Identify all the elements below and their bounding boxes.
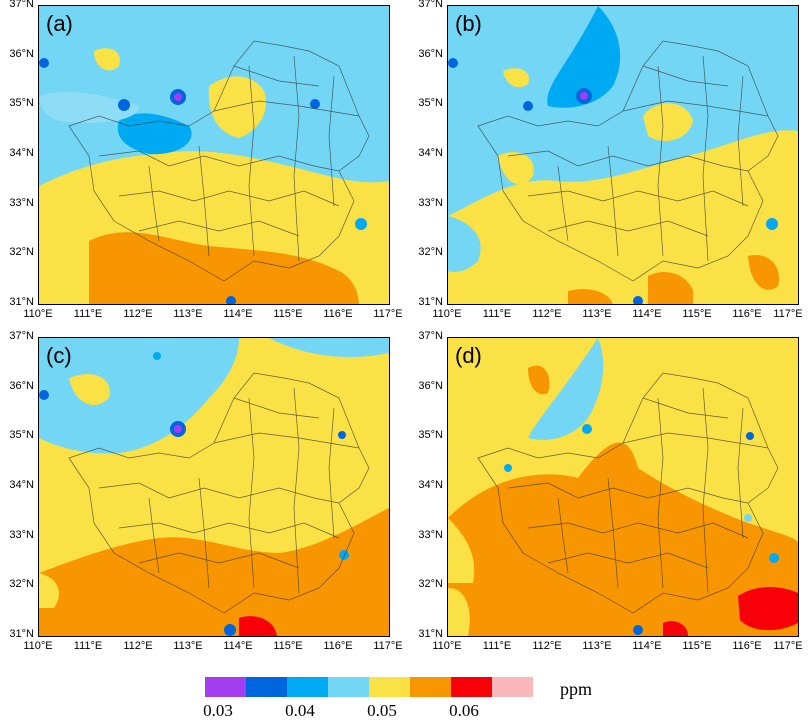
lon-tick-label: 110°E — [432, 640, 462, 652]
lat-tick-label: 34°N — [418, 147, 443, 159]
lat-tick-label: 35°N — [9, 97, 34, 110]
lat-tick-label: 37°N — [9, 0, 34, 10]
panel-label-d: (d) — [455, 343, 482, 368]
map-panel-d: (d) — [447, 337, 799, 637]
colorbar-swatch-2 — [287, 677, 328, 697]
lon-tick-label: 116°E — [732, 308, 762, 320]
lat-tick-label: 32°N — [418, 578, 443, 591]
lon-tick-label: 116°E — [732, 640, 762, 652]
lon-tick-label: 113°E — [173, 640, 203, 652]
lat-tick-label: 37°N — [418, 0, 443, 10]
lat-tick-label: 33°N — [418, 528, 443, 541]
colorbar-swatch-1 — [246, 677, 287, 697]
lon-tick-label: 117°E — [773, 640, 803, 652]
lon-tick-label: 115°E — [273, 308, 303, 320]
lat-tick-label: 35°N — [418, 429, 443, 442]
lon-tick-label: 115°E — [273, 640, 303, 652]
map-panel-b: (b) — [447, 5, 799, 305]
lon-tick-label: 114°E — [632, 640, 662, 652]
panel-label-c: (c) — [46, 343, 72, 368]
map-d — [448, 338, 798, 636]
lat-tick-label: 33°N — [418, 196, 443, 209]
lon-tick-label: 114°E — [223, 640, 253, 652]
lat-tick-label: 33°N — [9, 528, 34, 541]
lon-tick-label: 112°E — [532, 640, 562, 652]
lat-tick-label: 34°N — [9, 147, 34, 159]
lat-tick-label: 34°N — [418, 479, 443, 491]
lon-tick-label: 111°E — [482, 640, 512, 652]
lon-tick-label: 113°E — [173, 308, 203, 320]
colorbar — [205, 677, 533, 697]
lat-tick-label: 31°N — [418, 296, 443, 308]
lon-tick-label: 114°E — [632, 308, 662, 320]
lon-tick-label: 114°E — [223, 308, 253, 320]
colorbar-units: ppm — [560, 679, 593, 699]
lat-tick-label: 31°N — [418, 628, 443, 640]
lon-tick-label: 116°E — [323, 640, 353, 652]
colorbar-label-0: 0.03 — [203, 701, 233, 720]
lat-tick-label: 32°N — [9, 246, 34, 259]
lat-tick-label: 34°N — [9, 479, 34, 491]
map-panel-c: (c) — [38, 337, 390, 637]
colorbar-swatch-3 — [328, 677, 369, 697]
panel-label-a: (a) — [46, 11, 73, 36]
colorbar-swatch-5 — [410, 677, 451, 697]
map-c — [39, 338, 389, 636]
lon-tick-label: 112°E — [123, 640, 153, 652]
lon-tick-label: 113°E — [582, 308, 612, 320]
lon-tick-label: 117°E — [773, 308, 803, 320]
lon-tick-label: 117°E — [373, 308, 403, 320]
lat-tick-label: 31°N — [9, 628, 34, 640]
colorbar-swatch-6 — [451, 677, 492, 697]
lon-tick-label: 115°E — [682, 640, 712, 652]
lon-tick-label: 110°E — [23, 308, 53, 320]
colorbar-swatch-0 — [205, 677, 246, 697]
lon-tick-label: 110°E — [432, 308, 462, 320]
lon-tick-label: 115°E — [682, 308, 712, 320]
lat-tick-label: 35°N — [9, 429, 34, 442]
map-panel-a: (a) — [38, 5, 390, 305]
colorbar-label-1: 0.04 — [285, 701, 315, 720]
lat-tick-label: 36°N — [9, 47, 34, 60]
lon-tick-label: 117°E — [373, 640, 403, 652]
colorbar-label-2: 0.05 — [367, 701, 397, 720]
lon-tick-label: 116°E — [323, 308, 353, 320]
lat-tick-label: 36°N — [9, 379, 34, 392]
panel-label-b: (b) — [455, 11, 482, 36]
colorbar-swatch-4 — [369, 677, 410, 697]
map-b — [448, 6, 798, 304]
lat-tick-label: 37°N — [418, 330, 443, 342]
lat-tick-label: 36°N — [418, 47, 443, 60]
lat-tick-label: 32°N — [9, 578, 34, 591]
map-a — [39, 6, 389, 304]
lon-tick-label: 112°E — [532, 308, 562, 320]
colorbar-label-3: 0.06 — [449, 701, 479, 720]
lon-tick-label: 113°E — [582, 640, 612, 652]
lon-tick-label: 111°E — [73, 640, 103, 652]
lat-tick-label: 37°N — [9, 330, 34, 342]
lat-tick-label: 33°N — [9, 196, 34, 209]
lat-tick-label: 31°N — [9, 296, 34, 308]
lat-tick-label: 32°N — [418, 246, 443, 259]
lon-tick-label: 111°E — [73, 308, 103, 320]
lat-tick-label: 36°N — [418, 379, 443, 392]
lon-tick-label: 112°E — [123, 308, 153, 320]
colorbar-swatch-7 — [492, 677, 533, 697]
lat-tick-label: 35°N — [418, 97, 443, 110]
lon-tick-label: 110°E — [23, 640, 53, 652]
lon-tick-label: 111°E — [482, 308, 512, 320]
